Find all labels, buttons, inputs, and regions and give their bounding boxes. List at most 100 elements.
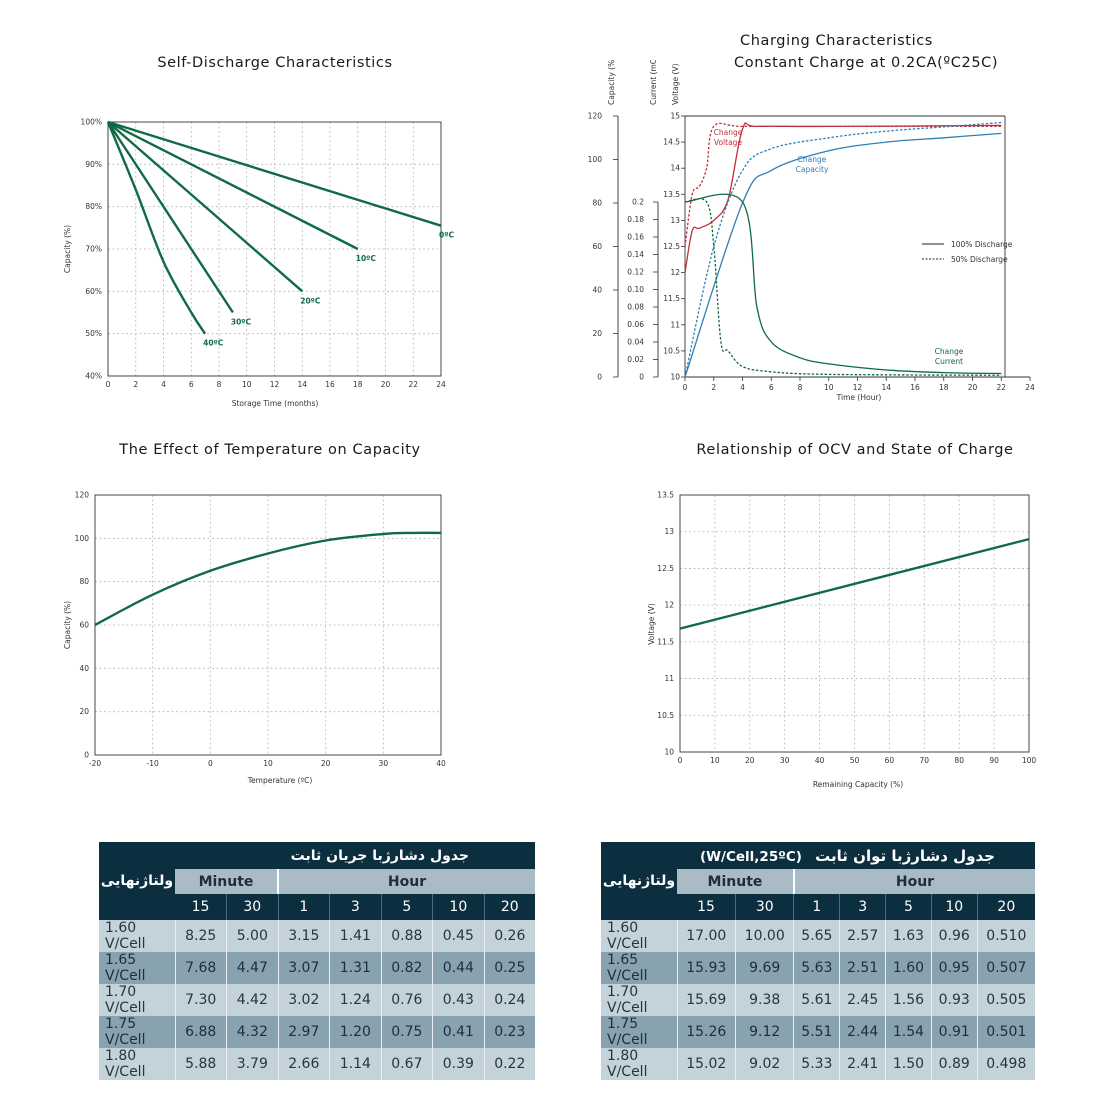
series-label: 0ºC bbox=[439, 231, 454, 240]
table-cell: 9.02 bbox=[735, 1048, 795, 1080]
table-cell: 6.88 bbox=[175, 1016, 228, 1048]
voltage-tick-label: 14.5 bbox=[663, 138, 680, 147]
table-cell: 0.22 bbox=[484, 1048, 535, 1080]
constant-power-table: ولتاژنهایی (W/Cell,25ºC) جدول دشارژبا تو… bbox=[601, 842, 1035, 1080]
capacity-tick-label: 0 bbox=[597, 373, 602, 382]
series-line bbox=[106, 121, 234, 314]
charging-xlabel: Time (Hour) bbox=[836, 393, 882, 402]
table-row: 1.80 V/Cell 5.88 3.79 2.66 1.14 0.67 0.39 0.22 bbox=[99, 1048, 535, 1080]
column-header: 15 bbox=[175, 894, 228, 920]
x-tick-label: 100 bbox=[1022, 756, 1037, 765]
table-cell: 1.20 bbox=[329, 1016, 382, 1048]
table-cell: 4.32 bbox=[226, 1016, 279, 1048]
x-tick-label: 12 bbox=[853, 383, 863, 392]
table-row: 1.60 V/Cell 8.25 5.00 3.15 1.41 0.88 0.45 0.26 bbox=[99, 920, 535, 952]
x-tick-label: 10 bbox=[710, 756, 720, 765]
table-cell: 7.68 bbox=[175, 952, 228, 984]
y-tick-label: 70% bbox=[85, 245, 102, 254]
label-current-2: Current bbox=[935, 357, 963, 366]
x-tick-label: 30 bbox=[780, 756, 790, 765]
ocv-xlabel: Remaining Capacity (%) bbox=[813, 780, 903, 789]
x-tick-label: 90 bbox=[989, 756, 999, 765]
table-cell: 15.02 bbox=[677, 1048, 736, 1080]
column-header: 10 bbox=[432, 894, 485, 920]
x-tick-label: 60 bbox=[885, 756, 895, 765]
row-label: 1.70 V/Cell bbox=[99, 984, 176, 1016]
table-cell: 1.54 bbox=[885, 1016, 932, 1048]
table-cell: 2.97 bbox=[278, 1016, 331, 1048]
table-cell: 4.42 bbox=[226, 984, 279, 1016]
table-cell: 4.47 bbox=[226, 952, 279, 984]
current-tick-label: 0.18 bbox=[627, 215, 644, 224]
table-cell: 0.498 bbox=[977, 1048, 1035, 1080]
column-header: 1 bbox=[278, 894, 331, 920]
table-row: 1.65 V/Cell 7.68 4.47 3.07 1.31 0.82 0.44 0.25 bbox=[99, 952, 535, 984]
table-cell: 0.43 bbox=[432, 984, 485, 1016]
ocv-chart: 10 10.5 11 11.5 12 12.5 13 13.5 0 10 20 30 40 50 60 70… bbox=[647, 491, 1037, 790]
row-label: 1.80 V/Cell bbox=[601, 1048, 678, 1080]
capacity-tick-label: 100 bbox=[588, 155, 603, 164]
column-header: 30 bbox=[735, 894, 795, 920]
table-cell: 3.15 bbox=[278, 920, 331, 952]
x-tick-label: 6 bbox=[189, 380, 194, 389]
table-cell: 2.45 bbox=[839, 984, 887, 1016]
y-tick-label: 10 bbox=[664, 748, 674, 757]
temperature-chart: 0 20 40 60 80 100 120 -20 -10 0 10 20 30 40 Capacity… bbox=[63, 491, 446, 786]
y-tick-label: 11 bbox=[664, 674, 674, 683]
ocv-title: Relationship of OCV and State of Charge bbox=[696, 442, 1014, 458]
voltage-tick-label: 10 bbox=[670, 373, 680, 382]
capacity-tick-label: 20 bbox=[592, 329, 602, 338]
self-discharge-title: Self-Discharge Characteristics bbox=[157, 55, 393, 71]
table-cell: 5.61 bbox=[793, 984, 841, 1016]
table-cell: 0.24 bbox=[484, 984, 535, 1016]
x-tick-label: 6 bbox=[769, 383, 774, 392]
table-cell: 1.14 bbox=[329, 1048, 382, 1080]
x-tick-label: 0 bbox=[678, 756, 683, 765]
table-row: 1.70 V/Cell 15.69 9.38 5.61 2.45 1.56 0.93 0.50… bbox=[601, 984, 1035, 1016]
table-cell: 0.96 bbox=[931, 920, 978, 952]
x-tick-label: 2 bbox=[133, 380, 138, 389]
series-line bbox=[107, 120, 359, 251]
table-cell: 0.25 bbox=[484, 952, 535, 984]
series-line bbox=[94, 531, 442, 627]
legend-full-label: 100% Discharge bbox=[951, 240, 1013, 249]
column-header: 20 bbox=[484, 894, 535, 920]
row-label: 1.75 V/Cell bbox=[99, 1016, 176, 1048]
x-tick-label: 80 bbox=[954, 756, 964, 765]
charging-title-line2: Constant Charge at 0.2CA(ºC25C) bbox=[734, 55, 999, 71]
table-cell: 15.69 bbox=[677, 984, 736, 1016]
x-tick-label: 0 bbox=[106, 380, 111, 389]
table-cell: 0.89 bbox=[931, 1048, 978, 1080]
table-corner-label: ولتاژنهایی bbox=[601, 842, 677, 920]
series-label: 40ºC bbox=[203, 339, 224, 348]
x-tick-label: 10 bbox=[824, 383, 834, 392]
table-cell: 0.44 bbox=[432, 952, 485, 984]
group-hour: Hour bbox=[793, 869, 1035, 894]
voltage-tick-label: 11.5 bbox=[663, 294, 680, 303]
label-capacity-1: Change bbox=[798, 155, 827, 164]
group-hour: Hour bbox=[278, 869, 535, 894]
series-label: 30ºC bbox=[231, 318, 252, 327]
x-tick-label: 20 bbox=[321, 759, 331, 768]
y-tick-label: 80% bbox=[85, 202, 102, 211]
label-voltage-1: Change bbox=[714, 128, 743, 137]
y-tick-label: 13.5 bbox=[657, 491, 674, 500]
series-line bbox=[679, 537, 1030, 630]
table-cell: 1.31 bbox=[329, 952, 382, 984]
x-tick-label: -10 bbox=[147, 759, 159, 768]
self-discharge-xlabel: Storage Time (months) bbox=[232, 399, 319, 408]
voltage-tick-label: 14 bbox=[670, 164, 680, 173]
table-cell: 0.75 bbox=[381, 1016, 434, 1048]
current-tick-label: 0 bbox=[639, 373, 644, 382]
table-title: (W/Cell,25ºC) جدول دشارژبا توان ثابت bbox=[677, 842, 1035, 869]
table-row: 1.75 V/Cell 15.26 9.12 5.51 2.44 1.54 0.91 0.50… bbox=[601, 1016, 1035, 1048]
table-row: 1.70 V/Cell 7.30 4.42 3.02 1.24 0.76 0.43 0.24 bbox=[99, 984, 535, 1016]
x-tick-label: 30 bbox=[379, 759, 389, 768]
y-tick-label: 60% bbox=[85, 287, 102, 296]
y-tick-label: 50% bbox=[85, 329, 102, 338]
table-cell: 9.12 bbox=[735, 1016, 795, 1048]
table-cell: 1.24 bbox=[329, 984, 382, 1016]
table-cell: 0.507 bbox=[977, 952, 1035, 984]
y-tick-label: 13 bbox=[664, 527, 674, 536]
table-cell: 0.39 bbox=[432, 1048, 485, 1080]
